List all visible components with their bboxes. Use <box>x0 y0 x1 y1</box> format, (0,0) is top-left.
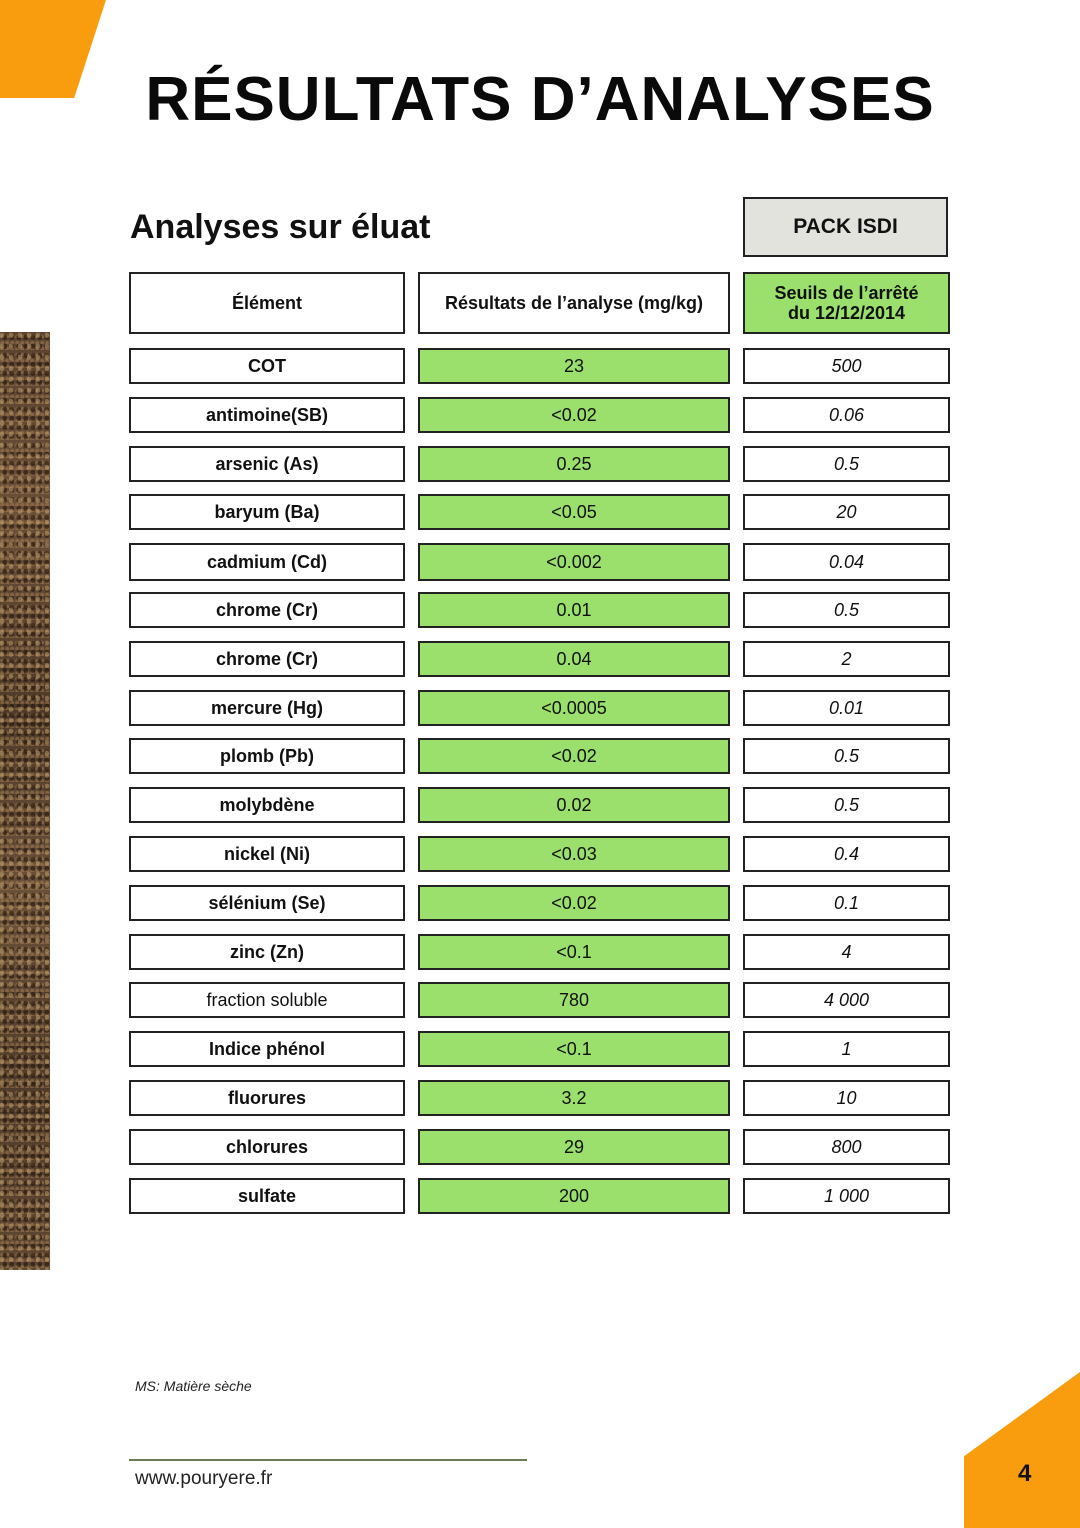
table-cell-threshold: 0.1 <box>743 885 950 921</box>
table-cell-element: Indice phénol <box>129 1031 405 1067</box>
page-number: 4 <box>1018 1460 1032 1487</box>
table-cell-element: plomb (Pb) <box>129 738 405 774</box>
table-cell-result: 200 <box>418 1178 730 1214</box>
table-cell-result: <0.1 <box>418 1031 730 1067</box>
table-cell-threshold: 20 <box>743 494 950 530</box>
table-cell-element: fraction soluble <box>129 982 405 1018</box>
corner-decoration-bottom-right <box>964 1372 1080 1528</box>
table-cell-element: fluorures <box>129 1080 405 1116</box>
table-cell-element: zinc (Zn) <box>129 934 405 970</box>
pack-label: PACK ISDI <box>743 197 948 257</box>
header-threshold: Seuils de l’arrêté du 12/12/2014 <box>743 272 950 334</box>
header-threshold-text: Seuils de l’arrêté du 12/12/2014 <box>774 283 919 323</box>
table-cell-threshold: 0.5 <box>743 738 950 774</box>
table-cell-threshold: 800 <box>743 1129 950 1165</box>
table-cell-threshold: 1 <box>743 1031 950 1067</box>
table-cell-element: antimoine(SB) <box>129 397 405 433</box>
table-cell-threshold: 0.04 <box>743 543 950 581</box>
page-title: RÉSULTATS D’ANALYSES <box>145 65 935 134</box>
table-cell-threshold: 0.06 <box>743 397 950 433</box>
table-cell-result: 3.2 <box>418 1080 730 1116</box>
table-cell-result: <0.0005 <box>418 690 730 726</box>
table-cell-element: nickel (Ni) <box>129 836 405 872</box>
soil-texture-strip <box>0 332 50 1270</box>
table-cell-element: baryum (Ba) <box>129 494 405 530</box>
table-cell-threshold: 1 000 <box>743 1178 950 1214</box>
table-cell-element: chrome (Cr) <box>129 641 405 677</box>
table-cell-element: molybdène <box>129 787 405 823</box>
table-cell-threshold: 0.4 <box>743 836 950 872</box>
table-cell-threshold: 0.01 <box>743 690 950 726</box>
header-result: Résultats de l’analyse (mg/kg) <box>418 272 730 334</box>
table-cell-result: 0.02 <box>418 787 730 823</box>
table-cell-element: chrome (Cr) <box>129 592 405 628</box>
table-cell-result: <0.02 <box>418 397 730 433</box>
table-cell-threshold: 4 <box>743 934 950 970</box>
table-cell-result: 29 <box>418 1129 730 1165</box>
table-cell-result: <0.05 <box>418 494 730 530</box>
section-subtitle: Analyses sur éluat <box>130 208 431 246</box>
table-cell-result: 0.01 <box>418 592 730 628</box>
table-cell-element: COT <box>129 348 405 384</box>
table-cell-threshold: 4 000 <box>743 982 950 1018</box>
table-cell-result: <0.02 <box>418 738 730 774</box>
table-cell-result: <0.03 <box>418 836 730 872</box>
table-cell-result: <0.1 <box>418 934 730 970</box>
table-cell-result: 780 <box>418 982 730 1018</box>
footer-divider <box>129 1459 527 1461</box>
footnote: MS: Matière sèche <box>135 1378 252 1394</box>
table-cell-threshold: 500 <box>743 348 950 384</box>
table-cell-threshold: 2 <box>743 641 950 677</box>
table-cell-element: sélénium (Se) <box>129 885 405 921</box>
table-cell-result: 0.25 <box>418 446 730 482</box>
header-element: Élément <box>129 272 405 334</box>
table-cell-result: <0.002 <box>418 543 730 581</box>
table-cell-result: <0.02 <box>418 885 730 921</box>
table-cell-result: 0.04 <box>418 641 730 677</box>
table-cell-element: cadmium (Cd) <box>129 543 405 581</box>
table-cell-element: sulfate <box>129 1178 405 1214</box>
table-cell-threshold: 0.5 <box>743 592 950 628</box>
table-cell-element: chlorures <box>129 1129 405 1165</box>
table-cell-threshold: 10 <box>743 1080 950 1116</box>
table-cell-element: mercure (Hg) <box>129 690 405 726</box>
table-cell-threshold: 0.5 <box>743 446 950 482</box>
table-cell-element: arsenic (As) <box>129 446 405 482</box>
table-cell-result: 23 <box>418 348 730 384</box>
table-cell-threshold: 0.5 <box>743 787 950 823</box>
footer-url: www.pouryere.fr <box>135 1468 273 1489</box>
